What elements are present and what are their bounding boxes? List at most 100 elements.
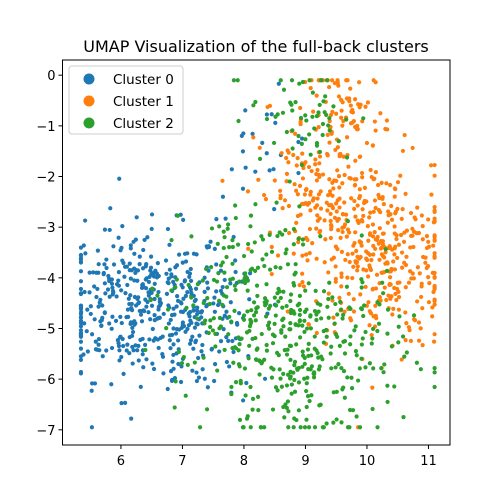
data-point xyxy=(121,343,126,349)
data-point xyxy=(347,96,352,101)
data-point xyxy=(280,305,285,310)
data-point xyxy=(398,173,403,178)
data-point xyxy=(314,312,319,317)
data-point xyxy=(284,405,290,411)
data-point xyxy=(247,328,252,334)
data-point xyxy=(217,224,222,229)
data-point xyxy=(357,154,362,160)
data-point xyxy=(293,262,298,267)
data-point xyxy=(365,251,371,256)
data-point xyxy=(400,265,405,270)
data-point xyxy=(395,280,400,285)
data-point xyxy=(224,285,230,290)
data-point xyxy=(191,308,196,313)
data-point xyxy=(388,182,393,188)
data-point xyxy=(305,394,311,399)
data-point xyxy=(128,320,134,325)
data-point xyxy=(230,238,235,243)
data-point xyxy=(290,128,295,133)
data-point xyxy=(208,239,213,244)
data-point xyxy=(369,341,374,346)
data-point xyxy=(320,132,325,138)
data-point xyxy=(329,344,334,349)
data-point xyxy=(308,86,313,91)
data-point xyxy=(412,318,418,323)
data-point xyxy=(220,178,225,183)
data-point xyxy=(279,151,284,156)
data-point xyxy=(241,313,247,318)
data-point xyxy=(297,293,302,299)
data-point xyxy=(224,254,229,260)
data-point xyxy=(399,250,405,255)
data-point xyxy=(111,262,117,267)
data-point xyxy=(300,280,305,285)
data-point xyxy=(296,408,302,413)
data-point xyxy=(259,361,264,366)
data-point xyxy=(345,275,350,280)
data-point xyxy=(255,293,260,299)
data-point xyxy=(247,324,253,329)
data-point xyxy=(426,275,431,280)
data-point xyxy=(305,347,311,352)
data-point xyxy=(300,349,305,354)
data-point xyxy=(370,336,375,341)
data-point xyxy=(271,367,276,372)
data-point xyxy=(263,197,269,202)
data-point xyxy=(354,260,360,265)
data-point xyxy=(420,237,425,242)
data-point xyxy=(139,308,144,314)
data-point xyxy=(357,239,362,244)
data-point xyxy=(186,282,191,288)
data-point xyxy=(336,83,341,88)
data-point xyxy=(306,425,312,430)
data-point xyxy=(269,249,275,254)
data-point xyxy=(354,414,359,419)
data-point xyxy=(342,200,347,205)
data-point xyxy=(352,198,357,204)
data-point xyxy=(272,295,277,300)
data-point xyxy=(104,348,109,353)
data-point xyxy=(222,270,227,275)
data-point xyxy=(174,304,179,309)
data-point xyxy=(292,283,297,288)
data-point xyxy=(172,376,178,381)
data-point xyxy=(351,264,356,269)
data-point xyxy=(377,226,382,231)
data-point xyxy=(197,425,203,430)
data-point xyxy=(403,262,409,268)
data-point xyxy=(151,274,157,279)
data-point xyxy=(384,118,390,123)
data-point xyxy=(201,355,206,360)
data-point xyxy=(257,372,262,377)
data-point xyxy=(368,311,374,316)
data-point xyxy=(371,243,376,248)
data-point xyxy=(217,326,222,331)
data-point xyxy=(223,216,228,221)
data-point xyxy=(302,425,308,430)
data-point xyxy=(420,306,425,311)
data-point xyxy=(269,375,275,380)
data-point xyxy=(215,368,220,373)
data-point xyxy=(224,294,229,299)
data-point xyxy=(327,140,332,145)
data-point xyxy=(275,291,280,296)
data-point xyxy=(193,297,198,302)
data-point xyxy=(299,136,305,141)
data-point xyxy=(270,332,276,337)
data-point xyxy=(240,425,246,430)
data-point xyxy=(425,264,431,269)
data-point xyxy=(363,284,368,290)
data-point xyxy=(316,125,321,130)
data-point xyxy=(264,282,269,287)
data-point xyxy=(100,303,105,308)
data-point xyxy=(262,263,267,269)
data-point xyxy=(288,369,293,375)
data-point xyxy=(384,181,389,186)
data-point xyxy=(359,277,364,282)
data-point xyxy=(389,294,394,299)
data-point xyxy=(251,313,257,318)
data-point xyxy=(259,234,264,239)
data-point xyxy=(381,370,386,375)
data-point xyxy=(307,78,312,83)
data-point xyxy=(262,296,268,301)
